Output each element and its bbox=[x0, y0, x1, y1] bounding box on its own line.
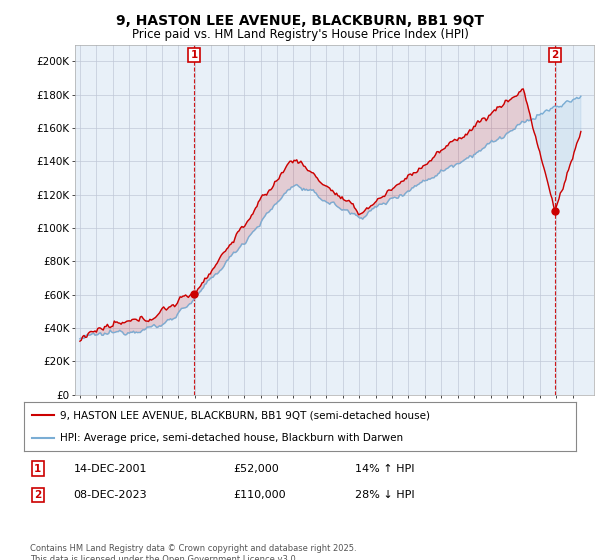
Text: £110,000: £110,000 bbox=[234, 490, 286, 500]
Text: HPI: Average price, semi-detached house, Blackburn with Darwen: HPI: Average price, semi-detached house,… bbox=[60, 433, 403, 444]
Text: Contains HM Land Registry data © Crown copyright and database right 2025.
This d: Contains HM Land Registry data © Crown c… bbox=[30, 544, 356, 560]
Text: 14-DEC-2001: 14-DEC-2001 bbox=[74, 464, 147, 474]
Text: 2: 2 bbox=[34, 490, 41, 500]
Text: 14% ↑ HPI: 14% ↑ HPI bbox=[355, 464, 415, 474]
Text: £52,000: £52,000 bbox=[234, 464, 280, 474]
Text: 2: 2 bbox=[551, 50, 559, 60]
Text: 08-DEC-2023: 08-DEC-2023 bbox=[74, 490, 148, 500]
Text: 1: 1 bbox=[34, 464, 41, 474]
Text: Price paid vs. HM Land Registry's House Price Index (HPI): Price paid vs. HM Land Registry's House … bbox=[131, 28, 469, 41]
Text: 9, HASTON LEE AVENUE, BLACKBURN, BB1 9QT (semi-detached house): 9, HASTON LEE AVENUE, BLACKBURN, BB1 9QT… bbox=[60, 410, 430, 421]
Text: 9, HASTON LEE AVENUE, BLACKBURN, BB1 9QT: 9, HASTON LEE AVENUE, BLACKBURN, BB1 9QT bbox=[116, 14, 484, 28]
Text: 28% ↓ HPI: 28% ↓ HPI bbox=[355, 490, 415, 500]
Text: 1: 1 bbox=[190, 50, 197, 60]
